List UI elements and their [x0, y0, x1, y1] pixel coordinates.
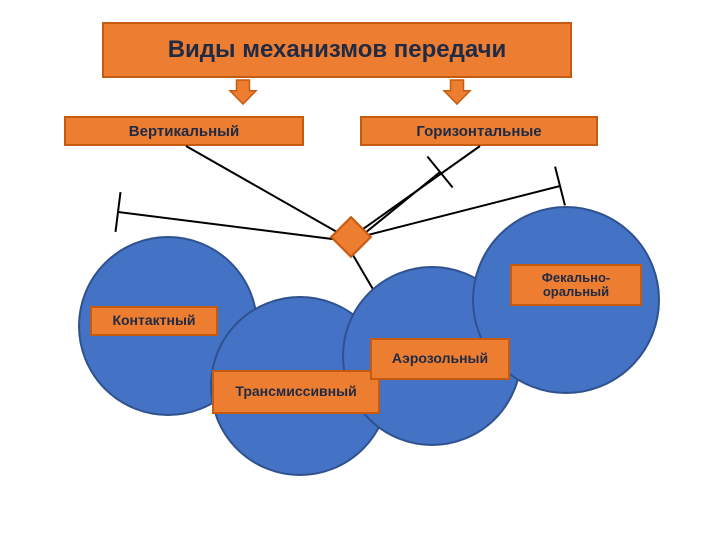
category-horizontal: Горизонтальные — [360, 116, 598, 146]
label-transmissive: Трансмиссивный — [212, 370, 380, 414]
label-fecal-oral: Фекально-оральный — [510, 264, 642, 306]
label-aerosol: Аэрозольный — [370, 338, 510, 380]
label-contact: Контактный — [90, 306, 218, 336]
diagram-stage: Виды механизмов передачи Вертикальный Го… — [0, 0, 720, 540]
category-vertical: Вертикальный — [64, 116, 304, 146]
center-diamond — [330, 216, 372, 258]
diagram-title: Виды механизмов передачи — [102, 22, 572, 78]
